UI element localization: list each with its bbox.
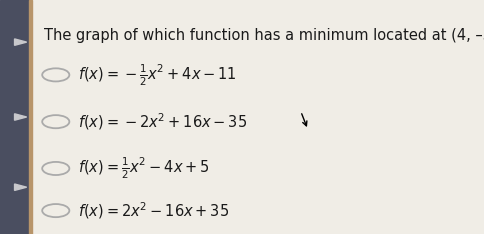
Polygon shape [15, 114, 27, 120]
Text: The graph of which function has a minimum located at (4, –3)?: The graph of which function has a minimu… [44, 28, 484, 43]
Text: $f(x) = \frac{1}{2}x^2 - 4x + 5$: $f(x) = \frac{1}{2}x^2 - 4x + 5$ [77, 156, 209, 181]
Text: $f(x) = 2x^2 - 16x + 35$: $f(x) = 2x^2 - 16x + 35$ [77, 200, 228, 221]
Text: $f(x) = -2x^2 + 16x - 35$: $f(x) = -2x^2 + 16x - 35$ [77, 111, 246, 132]
Polygon shape [15, 184, 27, 190]
Bar [0, 0, 29, 234]
Text: $f(x) = -\frac{1}{2}x^2 + 4x - 11$: $f(x) = -\frac{1}{2}x^2 + 4x - 11$ [77, 62, 236, 88]
Polygon shape [15, 39, 27, 45]
Bar [29, 0, 31, 234]
